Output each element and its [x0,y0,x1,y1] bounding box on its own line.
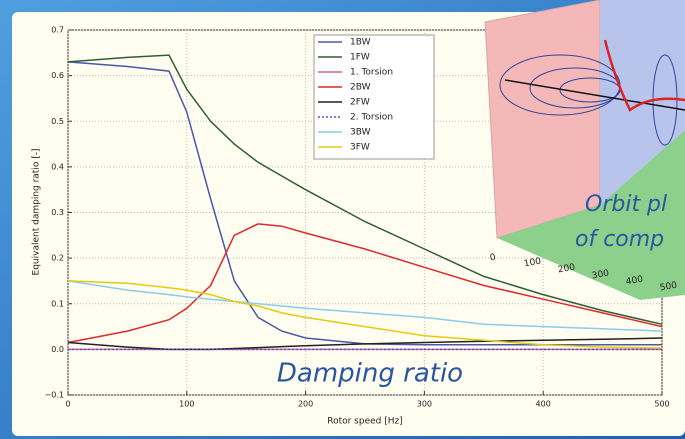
series-line [67,61,662,346]
y-tick-label: 0.0 [51,345,64,354]
legend-box [313,34,435,160]
series-line [67,280,663,332]
legend-label: 1FW [350,53,370,63]
y-tick-label: −0.1 [45,391,64,400]
y-tick-label: 0.3 [51,208,64,217]
y-tick-label: 0.7 [51,26,64,35]
inset-floor [497,130,685,300]
inset-tick-label: 100 [523,257,542,270]
inset-text: Orbit pl [585,192,667,217]
inset-text: of comp [575,227,664,252]
x-tick-label: 300 [417,400,432,409]
y-tick-label: 0.2 [51,254,64,263]
series-line [67,337,663,351]
y-tick-label: 0.4 [51,162,64,171]
annotation: Damping ratio [277,359,463,389]
series-line [67,54,663,326]
legend-label: 2BW [350,83,371,93]
legend-label: 3BW [350,128,371,138]
inset-tick-label: 200 [557,263,576,276]
legend-label: 2. Torsion [350,113,393,123]
inset-tick-label: 500 [659,281,678,294]
legend-label: 1. Torsion [350,68,393,78]
series-line [67,280,663,349]
x-tick-label: 0 [65,400,70,409]
x-tick-label: 500 [654,400,669,409]
inset-wall [484,0,601,239]
inset-3d-plot: Orbit pl of comp 0 100 200 300 400 500 [484,0,685,300]
inset-tick-label: 400 [625,275,644,288]
y-tick-label: 0.1 [51,299,64,308]
series-line [67,223,663,344]
inset-tick-label: 0 [489,253,497,264]
x-tick-label: 100 [179,400,194,409]
orbit-path [603,39,685,112]
x-tick-label: 200 [298,400,313,409]
shaft [504,79,685,111]
legend-label: 3FW [350,143,370,153]
y-tick-label: 0.5 [51,117,64,126]
legend-label: 1BW [350,38,371,48]
x-tick-label: 400 [536,400,551,409]
x-axis-label: Rotor speed [Hz] [327,417,403,427]
legend-label: 2FW [350,98,370,108]
inset-tick-label: 300 [591,269,610,282]
y-tick-label: 0.6 [51,71,64,80]
y-axis-label: Equivalent damping ratio [-] [32,149,42,276]
